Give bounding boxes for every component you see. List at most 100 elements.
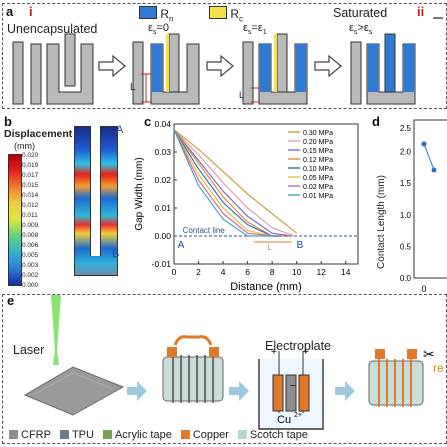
electroplate-label: Electroplate xyxy=(265,339,332,353)
legend-entry: 0.20 MPa xyxy=(303,139,333,146)
x-tick-label: 4 xyxy=(221,267,226,277)
panel-a-roman-i: i xyxy=(29,4,33,19)
panel-d-label: d xyxy=(372,114,380,129)
material-legend-item: Acrylic tape xyxy=(102,429,172,441)
material-legend: CFRP TPU Acrylic tape Copper Scotch tape xyxy=(9,429,317,441)
contact-line-label: Contact line xyxy=(183,226,226,235)
colorbar-tick: 0.015 xyxy=(22,182,39,189)
y-tick-label: 0.04 xyxy=(154,119,171,129)
re-label: re xyxy=(433,361,444,375)
strain-2-sub: s xyxy=(353,29,358,37)
y-tick-label: 0.03 xyxy=(154,147,171,157)
x-tick-label: 0 xyxy=(172,267,177,277)
series-line xyxy=(173,129,295,237)
strain-label-2: εs>εs xyxy=(349,22,372,36)
plus-sign-2: + xyxy=(303,347,309,358)
material-legend-label: CFRP xyxy=(21,429,51,441)
material-legend-item: TPU xyxy=(59,429,94,441)
cfrp-sheet xyxy=(23,366,125,416)
arrow-1 xyxy=(98,54,126,78)
panel-c: c 0.04 0.03 0.02 0.01 0.00 -0.01 0 2 4 6 8 10 12 14 Di… xyxy=(128,114,368,294)
x-tick-label: 10 xyxy=(292,267,302,277)
strain-1-eps: ε xyxy=(243,22,248,34)
chart-axes xyxy=(173,123,359,265)
legend-rn-sub: n xyxy=(169,14,174,24)
colorbar-tick: 0.011 xyxy=(22,212,38,219)
lc-label-2: L xyxy=(239,90,244,100)
strain-0-rel: =0 xyxy=(156,22,169,34)
panel-e: e Laser Electroplate re xyxy=(2,293,447,444)
marker-a: A xyxy=(116,124,124,136)
displacement-title: Displacement xyxy=(4,128,73,140)
d-ytick: 1.5 xyxy=(400,179,412,188)
strain-1-sub: s xyxy=(247,29,252,37)
legend-rc: Rc xyxy=(209,6,243,23)
material-legend-label: TPU xyxy=(71,429,94,441)
d-ylabel: Contact Length (mm) xyxy=(376,175,387,269)
lc-label-1: L xyxy=(130,82,136,93)
series-line xyxy=(173,129,285,237)
colorbar-ticks: 0.020 0.019 0.017 0.015 0.014 0.012 0.011 0.009… xyxy=(22,152,62,289)
colorbar-tick: 0.005 xyxy=(22,252,39,259)
strain-1-sub2: 1 xyxy=(262,29,267,37)
d-point-2 xyxy=(431,167,437,173)
x-axis-label: Distance (mm) xyxy=(230,281,302,293)
colorbar-tick: 0.008 xyxy=(22,232,39,239)
arrow-2 xyxy=(206,54,234,78)
legend-entry: 0.30 MPa xyxy=(303,130,333,137)
legend-rn-swatch xyxy=(139,6,157,19)
colorbar-tick: 0.012 xyxy=(22,202,39,209)
scissors-icon: ✂ xyxy=(423,346,435,362)
colorbar-tick: 0.003 xyxy=(22,262,39,269)
x-tick-label: 14 xyxy=(341,267,351,277)
colorbar-tick: 0.020 xyxy=(22,152,39,159)
colorbar xyxy=(8,154,22,286)
material-legend-swatch xyxy=(9,430,18,439)
d-ytick: 2.5 xyxy=(400,124,412,133)
unencapsulated-structure xyxy=(12,33,94,105)
d-line xyxy=(423,143,435,171)
panel-c-label: c xyxy=(144,114,152,129)
arrow-e3 xyxy=(335,381,355,401)
panel-e-illustration: + + − Cu 2+ ✂ xyxy=(23,295,435,430)
contact-length-chart: Contact Length (mm) 2.5 2.0 1.5 1.0 0.5 0.0 0 xyxy=(376,119,447,294)
arrow-3 xyxy=(314,54,342,78)
legend-entry: 0.10 MPa xyxy=(303,166,333,173)
chart-marker-a: A xyxy=(178,240,185,251)
panel-d: d Contact Length (mm) 2.5 2.0 1.5 1.0 0.5 0.0… xyxy=(368,114,447,294)
y-tick-label: 0.00 xyxy=(154,231,171,241)
series-line xyxy=(173,129,292,237)
legend-entry: 0.05 MPa xyxy=(303,175,333,182)
strain-2-eps: ε xyxy=(349,22,354,34)
series-line xyxy=(173,129,280,237)
state-eps1-structure xyxy=(242,33,308,105)
displacement-unit: (mm) xyxy=(14,141,35,151)
y-axis-label: Gap Width (mm) xyxy=(134,157,145,230)
electroplate-beaker xyxy=(258,351,324,430)
material-legend-label: Scotch tape xyxy=(249,429,308,441)
colorbar-tick: 0.009 xyxy=(22,222,39,229)
unencapsulated-label: Unencapsulated xyxy=(7,22,98,36)
d-ytick: 1.0 xyxy=(400,211,412,220)
panel-a: a i Unencapsulated Rn Rc Saturated ii εs… xyxy=(2,3,447,109)
device-2 xyxy=(368,349,424,407)
material-legend-item: Copper xyxy=(180,429,229,441)
series-line xyxy=(173,129,298,234)
colorbar-tick: 0.014 xyxy=(22,192,39,199)
laser-beam xyxy=(51,295,61,365)
strain-0-eps: ε xyxy=(148,22,153,34)
x-tick-label: 6 xyxy=(245,267,250,277)
arrow-e1 xyxy=(127,381,147,401)
material-legend-label: Acrylic tape xyxy=(114,429,172,441)
y-tick-label: 0.01 xyxy=(154,203,171,213)
strain-1-rel: =ε xyxy=(251,22,263,34)
gap-width-chart: 0.04 0.03 0.02 0.01 0.00 -0.010 2 4 6 8 10 12 14 Dist… xyxy=(134,119,359,293)
material-legend-swatch xyxy=(59,430,69,439)
displacement-map-slot xyxy=(90,126,101,256)
arrow-e2 xyxy=(229,381,249,401)
material-legend-item: CFRP xyxy=(9,429,51,441)
device-1 xyxy=(162,335,224,403)
material-legend-swatch xyxy=(237,430,247,439)
panel-e-label: e xyxy=(7,293,15,308)
panel-a-illustration: L L xyxy=(12,17,443,105)
